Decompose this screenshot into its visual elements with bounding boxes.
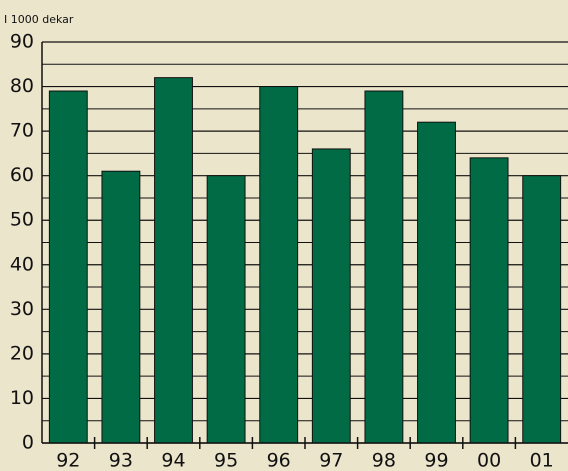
x-tick-label: 97: [319, 450, 343, 471]
x-tick-label: 96: [267, 450, 291, 471]
bar: [417, 121, 456, 444]
bar: [522, 175, 562, 444]
x-tick-label: 98: [372, 450, 396, 471]
y-tick-label: 60: [10, 164, 34, 186]
bar: [101, 170, 141, 444]
x-tick-label: 99: [424, 450, 448, 471]
bar: [154, 77, 193, 444]
bar: [206, 175, 246, 444]
bar: [364, 90, 404, 444]
bar: [311, 148, 351, 444]
bar: [469, 157, 509, 444]
y-tick-label: 10: [10, 387, 34, 409]
y-tick-label: 70: [10, 120, 34, 142]
x-tick-label: 93: [109, 450, 133, 471]
y-tick-label: 80: [10, 75, 34, 97]
x-tick-label: 00: [477, 450, 501, 471]
x-tick-label: 95: [214, 450, 238, 471]
y-tick-label: 30: [10, 298, 34, 320]
bar: [48, 90, 88, 444]
y-tick-label: 50: [10, 209, 34, 231]
chart-title: I 1000 dekar: [4, 13, 74, 26]
y-tick-label: 20: [10, 342, 34, 364]
y-tick-label: 90: [10, 31, 34, 53]
y-tick-label: 40: [10, 253, 34, 275]
bar: [259, 86, 299, 444]
x-tick-label: 92: [56, 450, 80, 471]
x-tick-label: 01: [530, 450, 554, 471]
x-tick-label: 94: [161, 450, 185, 471]
y-tick-label: 0: [22, 432, 34, 454]
